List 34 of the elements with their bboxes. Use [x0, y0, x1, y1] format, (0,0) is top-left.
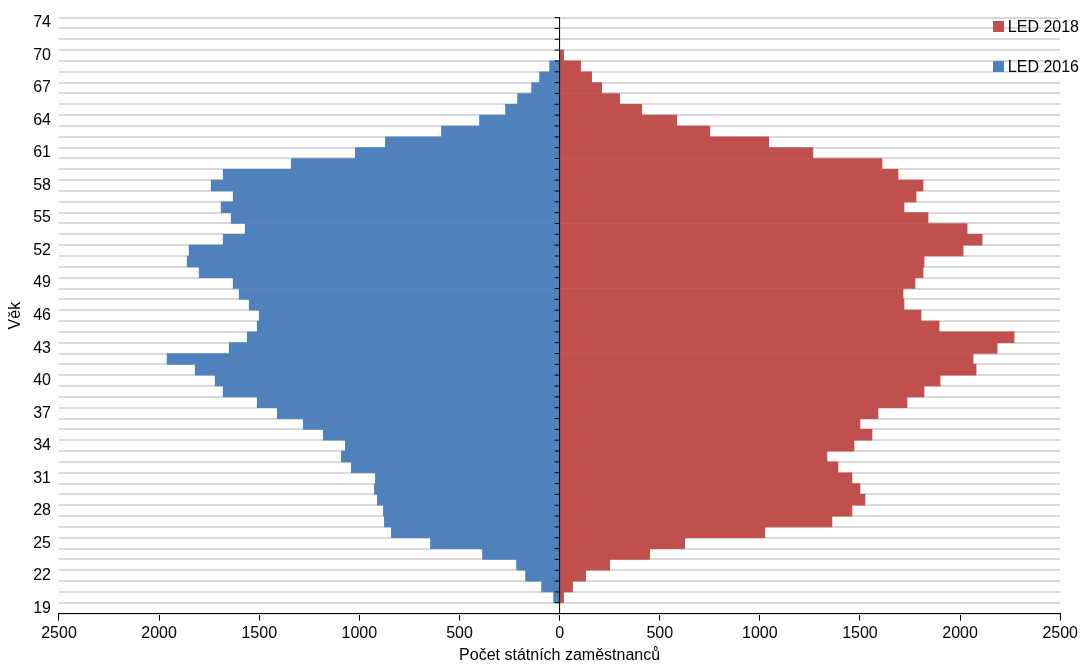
y-tick-label: 61 — [33, 143, 52, 161]
y-tick-label: 34 — [33, 436, 52, 454]
y-axis-title: Věk — [6, 300, 24, 330]
x-tick-label: 500 — [446, 623, 473, 641]
y-tick-label: 58 — [33, 175, 52, 193]
y-tick-label: 22 — [33, 566, 52, 584]
x-tick-label: 2000 — [141, 623, 178, 641]
y-tick-label: 55 — [33, 208, 52, 226]
y-tick-label: 31 — [33, 468, 52, 486]
x-tick-label: 1000 — [341, 623, 378, 641]
y-tick-label: 67 — [33, 78, 52, 96]
y-tick-label: 19 — [33, 598, 52, 616]
x-tick-label: 2500 — [1042, 623, 1079, 641]
x-tick-label: 2000 — [942, 623, 978, 641]
x-tick-label: 500 — [646, 623, 674, 641]
x-axis-title: Počet státních zaměstnanců — [459, 645, 661, 663]
y-tick-label: 40 — [33, 371, 52, 389]
y-tick-label: 46 — [33, 306, 52, 324]
y-tick-label: 64 — [33, 110, 52, 128]
y-tick-label: 70 — [33, 45, 52, 63]
y-tick-label: 37 — [33, 403, 52, 421]
y-tick-label: 25 — [33, 533, 52, 551]
y-tick-label: 49 — [33, 273, 52, 291]
y-tick-label: 28 — [33, 501, 52, 519]
y-tick-label: 43 — [33, 338, 52, 356]
legend-label: LED 2016 — [1007, 57, 1079, 76]
x-tick-label: 1500 — [241, 623, 278, 641]
y-tick-label: 74 — [33, 13, 52, 31]
x-tick-label: 1000 — [742, 623, 778, 641]
y-tick-label: 52 — [33, 240, 52, 258]
x-tick-label: 2500 — [41, 623, 77, 641]
x-tick-label: 0 — [555, 623, 565, 641]
x-tick-label: 1500 — [842, 623, 878, 641]
legend-label: LED 2018 — [1007, 17, 1079, 36]
